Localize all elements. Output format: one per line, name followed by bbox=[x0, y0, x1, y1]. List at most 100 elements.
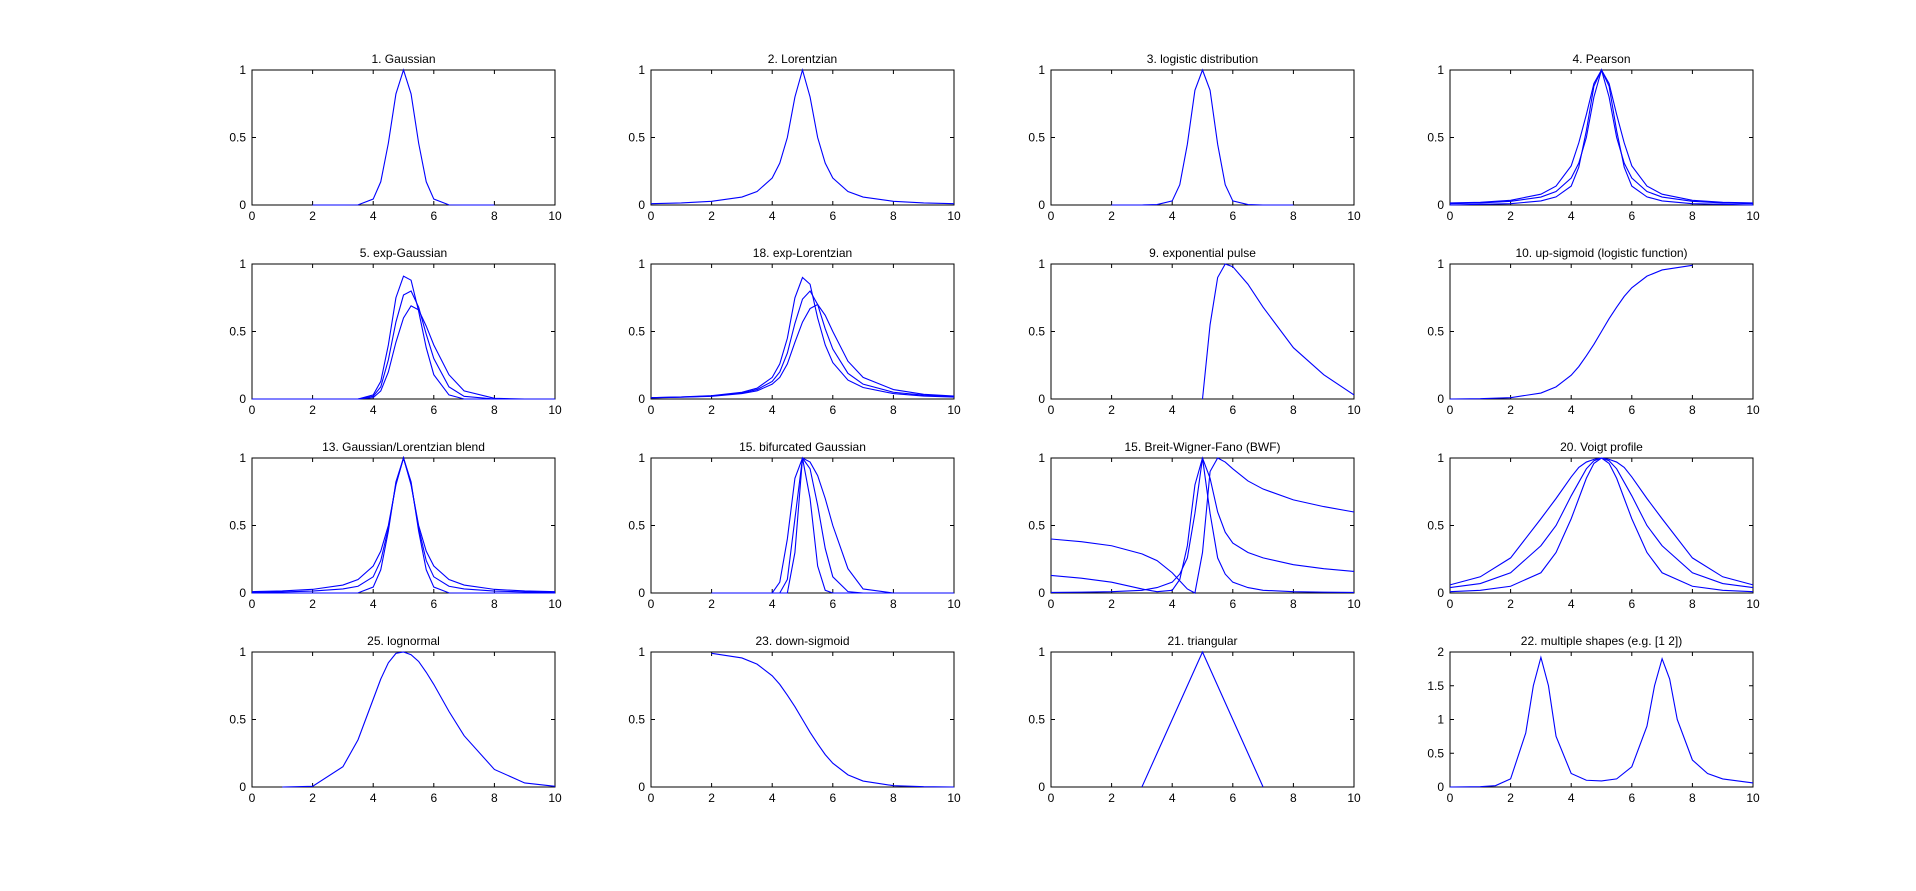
x-tick-label: 2 bbox=[1507, 209, 1514, 223]
curve bbox=[1449, 655, 1754, 788]
y-tick-label: 1 bbox=[239, 645, 246, 659]
x-tick-label: 4 bbox=[769, 403, 776, 417]
x-tick-label: 10 bbox=[947, 791, 961, 805]
x-tick-label: 4 bbox=[1568, 791, 1575, 805]
x-tick-label: 8 bbox=[1290, 403, 1297, 417]
y-tick-label: 0.5 bbox=[229, 325, 246, 339]
axes-frame bbox=[650, 69, 955, 206]
y-tick-label: 0 bbox=[1038, 586, 1045, 600]
x-tick-label: 8 bbox=[1689, 209, 1696, 223]
y-tick-label: 0.5 bbox=[1427, 131, 1444, 145]
x-tick-label: 10 bbox=[1746, 403, 1760, 417]
x-tick-label: 8 bbox=[1290, 597, 1297, 611]
curve bbox=[650, 276, 955, 399]
x-tick-label: 10 bbox=[548, 403, 562, 417]
y-tick-label: 0 bbox=[638, 392, 645, 406]
x-tick-label: 8 bbox=[491, 403, 498, 417]
subplot: 10. up-sigmoid (logistic function) 0 2 4 6 8 1… bbox=[1427, 246, 1760, 417]
axes-frame bbox=[251, 651, 556, 788]
subplot-title: 13. Gaussian/Lorentzian blend bbox=[322, 440, 485, 454]
curve bbox=[282, 651, 556, 788]
x-tick-label: 2 bbox=[1108, 209, 1115, 223]
x-tick-label: 10 bbox=[548, 209, 562, 223]
subplot: 1. Gaussian 0 2 4 6 8 10 0 0.5 1 bbox=[229, 52, 562, 223]
x-tick-label: 8 bbox=[1689, 403, 1696, 417]
y-tick-label: 1 bbox=[638, 257, 645, 271]
x-tick-label: 4 bbox=[370, 403, 377, 417]
x-tick-label: 2 bbox=[1507, 791, 1514, 805]
y-tick-label: 0.5 bbox=[1427, 325, 1444, 339]
subplot: 18. exp-Lorentzian 0 2 4 6 8 10 0 0.5 1 bbox=[628, 246, 961, 417]
x-tick-label: 8 bbox=[1290, 791, 1297, 805]
x-tick-label: 4 bbox=[1568, 597, 1575, 611]
x-tick-label: 4 bbox=[1169, 209, 1176, 223]
y-tick-label: 0.5 bbox=[628, 325, 645, 339]
subplot: 3. logistic distribution 0 2 4 6 8 10 0 0.5 1 bbox=[1028, 52, 1361, 223]
x-tick-label: 2 bbox=[1108, 597, 1115, 611]
subplot: 25. lognormal 0 2 4 6 8 10 0 0.5 1 bbox=[229, 634, 562, 805]
subplot-title: 25. lognormal bbox=[367, 634, 440, 648]
y-tick-label: 0.5 bbox=[1028, 713, 1045, 727]
x-tick-label: 4 bbox=[370, 597, 377, 611]
curve bbox=[1449, 264, 1693, 400]
y-tick-label: 0 bbox=[1038, 780, 1045, 794]
axes-frame bbox=[1449, 69, 1754, 206]
subplot-title: 22. multiple shapes (e.g. [1 2]) bbox=[1521, 634, 1682, 648]
x-tick-label: 0 bbox=[249, 209, 256, 223]
x-tick-label: 4 bbox=[370, 209, 377, 223]
y-tick-label: 1 bbox=[638, 451, 645, 465]
subplot-title: 9. exponential pulse bbox=[1149, 246, 1256, 260]
subplot: 5. exp-Gaussian 0 2 4 6 8 10 0 0.5 1 bbox=[229, 246, 562, 417]
y-tick-label: 0.5 bbox=[628, 519, 645, 533]
x-tick-label: 8 bbox=[890, 791, 897, 805]
x-tick-label: 2 bbox=[309, 597, 316, 611]
x-tick-label: 2 bbox=[708, 597, 715, 611]
curve bbox=[1050, 456, 1355, 593]
subplot-title: 21. triangular bbox=[1167, 634, 1237, 648]
x-tick-label: 10 bbox=[1347, 791, 1361, 805]
axes-frame bbox=[650, 457, 955, 594]
y-tick-label: 0 bbox=[239, 198, 246, 212]
curve bbox=[312, 68, 495, 206]
subplot-title: 5. exp-Gaussian bbox=[360, 246, 447, 260]
x-tick-label: 6 bbox=[1229, 791, 1236, 805]
subplot-title: 20. Voigt profile bbox=[1560, 440, 1643, 454]
y-tick-label: 1 bbox=[1038, 257, 1045, 271]
x-tick-label: 2 bbox=[309, 209, 316, 223]
x-tick-label: 6 bbox=[430, 791, 437, 805]
y-tick-label: 1 bbox=[239, 451, 246, 465]
y-tick-label: 0 bbox=[1437, 392, 1444, 406]
curve bbox=[1201, 263, 1355, 400]
x-tick-label: 4 bbox=[1169, 791, 1176, 805]
x-tick-label: 2 bbox=[708, 403, 715, 417]
curve bbox=[650, 303, 955, 399]
x-tick-label: 6 bbox=[829, 791, 836, 805]
x-tick-label: 0 bbox=[648, 209, 655, 223]
subplot: 15. bifurcated Gaussian 0 2 4 6 8 10 0 0.5 1 bbox=[628, 440, 961, 611]
x-tick-label: 0 bbox=[648, 403, 655, 417]
x-tick-label: 4 bbox=[769, 791, 776, 805]
subplot: 15. Breit-Wigner-Fano (BWF) 0 2 4 6 8 10 0 0.5 1 bbox=[1028, 440, 1361, 611]
subplot: 2. Lorentzian 0 2 4 6 8 10 0 0.5 1 bbox=[628, 52, 961, 223]
x-tick-label: 6 bbox=[1229, 209, 1236, 223]
y-tick-label: 0.5 bbox=[628, 131, 645, 145]
subplot-title: 18. exp-Lorentzian bbox=[753, 246, 852, 260]
x-tick-label: 0 bbox=[249, 597, 256, 611]
x-tick-label: 0 bbox=[648, 791, 655, 805]
subplot: 23. down-sigmoid 0 2 4 6 8 10 0 0.5 1 bbox=[628, 634, 961, 805]
subplot-title: 1. Gaussian bbox=[371, 52, 435, 66]
subplot-title: 2. Lorentzian bbox=[768, 52, 837, 66]
x-tick-label: 10 bbox=[1746, 597, 1760, 611]
x-tick-label: 6 bbox=[430, 597, 437, 611]
y-tick-label: 0 bbox=[638, 586, 645, 600]
x-tick-label: 6 bbox=[1229, 597, 1236, 611]
y-tick-label: 0 bbox=[1038, 198, 1045, 212]
axes-frame bbox=[1050, 263, 1355, 400]
curve bbox=[1141, 650, 1264, 788]
subplot-title: 23. down-sigmoid bbox=[755, 634, 849, 648]
y-tick-label: 1 bbox=[239, 63, 246, 77]
x-tick-label: 4 bbox=[769, 209, 776, 223]
y-tick-label: 0.5 bbox=[1028, 325, 1045, 339]
y-tick-label: 0.5 bbox=[1427, 519, 1444, 533]
